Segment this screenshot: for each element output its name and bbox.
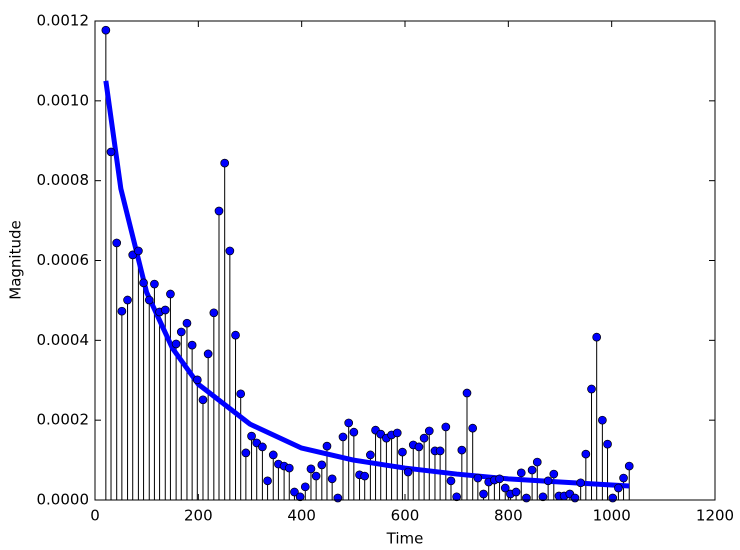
marker — [101, 25, 111, 35]
marker — [284, 463, 294, 473]
marker — [192, 375, 202, 385]
marker — [624, 461, 634, 471]
marker — [543, 476, 553, 486]
marker — [160, 305, 170, 315]
marker — [327, 474, 337, 484]
marker — [236, 389, 246, 399]
marker — [176, 327, 186, 337]
marker — [511, 487, 521, 497]
marker — [295, 492, 305, 502]
x-tick-label: 0 — [90, 507, 100, 525]
marker — [220, 158, 230, 168]
marker — [139, 278, 148, 288]
marker — [473, 473, 483, 483]
marker — [349, 427, 359, 437]
x-tick-label: 800 — [494, 507, 523, 525]
marker — [424, 426, 434, 436]
marker — [587, 384, 596, 394]
y-axis-label: Magnitude — [7, 220, 25, 299]
x-tick-label: 1200 — [696, 507, 734, 525]
marker — [619, 473, 628, 483]
marker — [549, 469, 559, 479]
y-tick-label: 0.0002 — [37, 411, 90, 429]
x-tick-label: 400 — [287, 507, 316, 525]
marker — [581, 449, 591, 459]
marker — [290, 487, 299, 497]
marker — [398, 447, 407, 457]
marker — [225, 246, 235, 256]
plot-frame — [94, 20, 716, 501]
marker — [603, 439, 612, 449]
y-tick-label: 0.0010 — [37, 91, 90, 109]
marker — [522, 493, 531, 503]
marker — [231, 330, 240, 340]
marker — [366, 450, 375, 460]
marker — [117, 306, 127, 316]
marker — [462, 388, 472, 398]
y-tick-label: 0.0000 — [37, 491, 90, 509]
marker — [344, 418, 354, 428]
marker — [592, 332, 602, 342]
marker — [258, 442, 267, 452]
y-tick-label: 0.0006 — [37, 251, 90, 269]
marker — [182, 318, 192, 328]
x-tick-label: 200 — [184, 507, 213, 525]
marker — [576, 478, 586, 488]
y-tick-label: 0.0004 — [37, 331, 90, 349]
marker — [311, 471, 321, 481]
marker — [538, 492, 548, 502]
marker — [468, 423, 478, 433]
x-tick-label: 600 — [391, 507, 420, 525]
marker — [198, 395, 208, 405]
marker — [532, 457, 542, 467]
marker — [360, 471, 370, 481]
marker — [441, 422, 451, 432]
marker — [608, 493, 618, 503]
marker — [134, 246, 143, 256]
marker — [268, 450, 278, 460]
marker — [435, 446, 445, 456]
marker — [333, 493, 343, 503]
marker — [214, 206, 224, 216]
marker — [203, 349, 213, 359]
x-axis-label: Time — [386, 530, 424, 548]
fit-line — [103, 80, 630, 489]
marker — [495, 474, 504, 484]
marker — [150, 279, 159, 289]
marker — [338, 432, 348, 442]
marker — [419, 433, 429, 443]
marker — [446, 476, 456, 486]
marker — [479, 489, 488, 499]
marker — [144, 295, 154, 305]
marker — [166, 289, 175, 299]
marker — [598, 415, 607, 425]
marker — [527, 465, 537, 475]
marker — [263, 476, 272, 486]
marker — [171, 339, 181, 349]
marker — [112, 238, 122, 248]
marker — [247, 431, 256, 441]
marker — [241, 448, 251, 458]
marker — [414, 442, 424, 452]
marker — [614, 483, 623, 493]
marker — [516, 468, 526, 478]
marker — [306, 464, 316, 474]
marker — [106, 147, 116, 157]
marker — [187, 340, 197, 350]
x-tick-label: 1000 — [593, 507, 631, 525]
marker — [457, 445, 467, 455]
marker — [209, 308, 219, 318]
y-tick-label: 0.0012 — [37, 12, 90, 30]
marker — [322, 441, 332, 451]
marker — [452, 492, 462, 502]
marker — [570, 493, 580, 503]
marker — [403, 467, 413, 477]
marker — [317, 460, 327, 470]
marker — [392, 428, 402, 438]
marker — [500, 483, 510, 493]
marker — [123, 295, 132, 305]
marker — [300, 482, 310, 492]
y-tick-label: 0.0008 — [37, 171, 90, 189]
